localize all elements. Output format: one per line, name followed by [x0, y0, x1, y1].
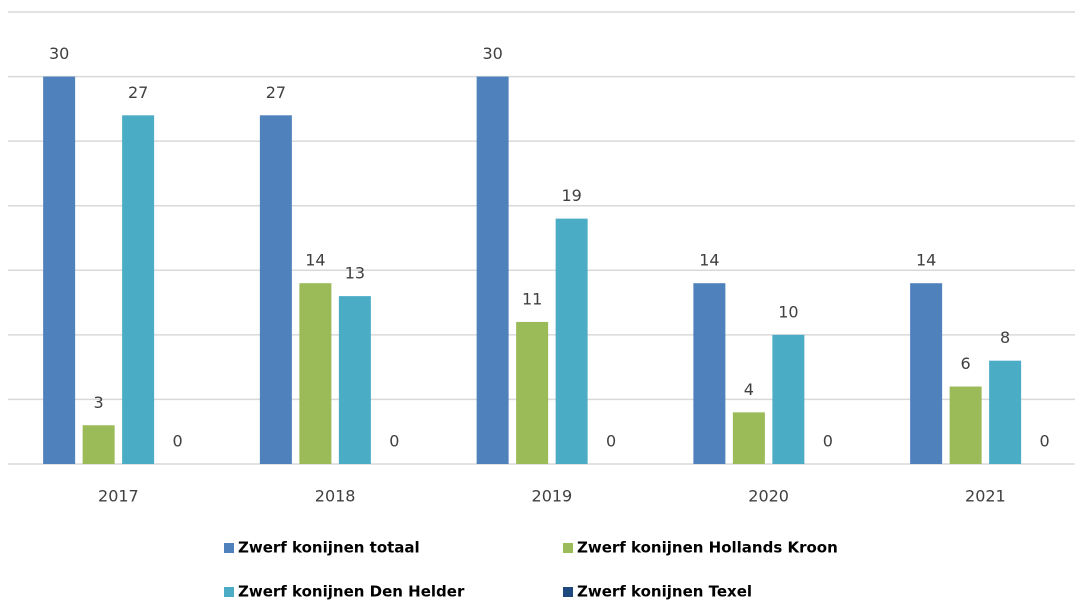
data-label: 6 — [961, 354, 971, 373]
legend-swatch — [563, 543, 573, 553]
bar — [989, 360, 1022, 464]
bar — [949, 386, 982, 464]
legend-label: Zwerf konijnen Den Helder — [238, 583, 465, 601]
data-label: 30 — [482, 44, 502, 63]
bar — [516, 321, 549, 464]
bar — [122, 115, 155, 465]
data-label: 0 — [1040, 432, 1050, 451]
x-tick-label: 2020 — [748, 487, 789, 506]
legend-label: Zwerf konijnen Hollands Kroon — [577, 539, 838, 557]
data-label: 11 — [522, 289, 542, 308]
data-label: 30 — [49, 44, 69, 63]
x-tick-label: 2017 — [98, 487, 139, 506]
data-label: 27 — [128, 83, 148, 102]
data-label: 0 — [173, 432, 183, 451]
bar — [82, 425, 115, 464]
bar — [476, 76, 509, 465]
data-label: 10 — [778, 302, 798, 321]
data-label: 3 — [94, 393, 104, 412]
data-label: 14 — [699, 251, 719, 270]
data-label: 0 — [389, 432, 399, 451]
data-label: 8 — [1000, 328, 1010, 347]
bar — [693, 283, 726, 464]
x-tick-label: 2019 — [532, 487, 573, 506]
data-label: 14 — [916, 251, 936, 270]
bar — [555, 218, 588, 464]
legend-swatch — [224, 543, 234, 553]
bar — [732, 412, 765, 464]
legend-label: Zwerf konijnen totaal — [238, 539, 420, 557]
bar — [259, 115, 292, 465]
data-label: 0 — [823, 432, 833, 451]
data-label: 14 — [305, 251, 325, 270]
x-tick-label: 2018 — [315, 487, 356, 506]
bar — [299, 283, 332, 464]
bar — [338, 296, 371, 464]
bar — [43, 76, 76, 465]
bar — [910, 283, 943, 464]
x-tick-label: 2021 — [965, 487, 1006, 506]
bar — [772, 334, 805, 464]
legend-swatch — [224, 587, 234, 597]
data-label: 0 — [606, 432, 616, 451]
data-label: 4 — [744, 380, 754, 399]
data-label: 27 — [266, 83, 286, 102]
legend-label: Zwerf konijnen Texel — [577, 583, 752, 601]
data-label: 13 — [345, 264, 365, 283]
data-label: 19 — [561, 186, 581, 205]
legend-swatch — [563, 587, 573, 597]
